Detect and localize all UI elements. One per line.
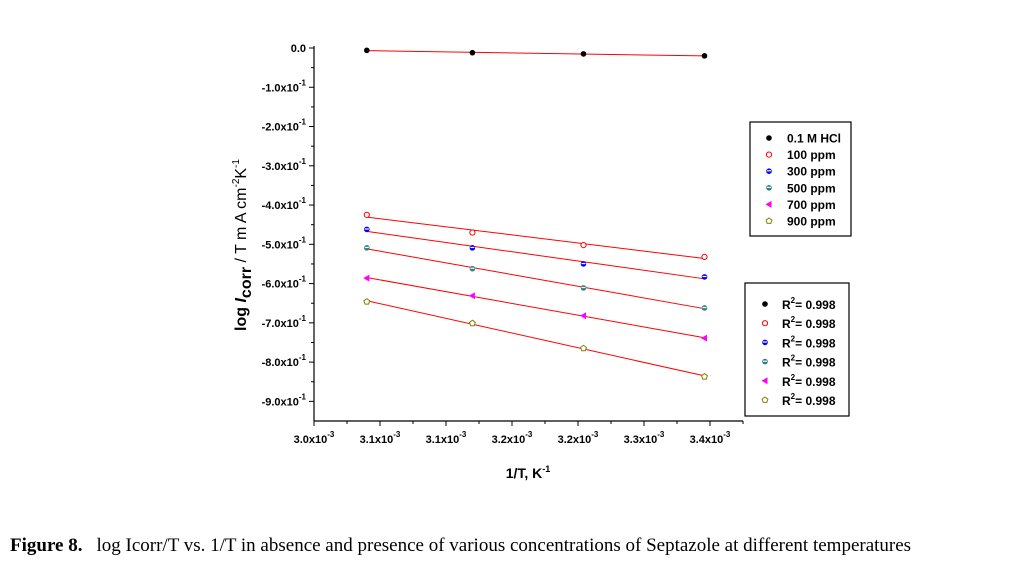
fit-line bbox=[366, 50, 705, 57]
y-tick-label: 0.0 bbox=[291, 43, 306, 55]
legend-r2-marker bbox=[762, 301, 768, 307]
data-point bbox=[364, 47, 370, 54]
data-point bbox=[701, 53, 708, 59]
marker-highlight bbox=[581, 262, 586, 265]
data-points bbox=[363, 47, 708, 380]
axes: 0.0 -1.0x10-1 -2.0x10-1 -3.0x10-1 -4.0x10-1 -… bbox=[262, 43, 744, 446]
legend-label: 0.1 M HCl bbox=[787, 132, 841, 146]
caption-text: log Icorr/T vs. 1/T in absence and prese… bbox=[96, 535, 912, 556]
legend-r2-label: R2= 0.998 bbox=[782, 354, 836, 370]
legend-r2-label: R2= 0.998 bbox=[782, 296, 836, 312]
legend-marker bbox=[765, 151, 773, 158]
fit-line bbox=[366, 230, 705, 280]
data-point bbox=[363, 297, 371, 305]
legend-box-r2 bbox=[744, 282, 850, 417]
figure-label: Figure 8. bbox=[10, 535, 83, 556]
x-tick-label: 3.2x10-3 bbox=[492, 430, 533, 446]
marker-highlight bbox=[470, 267, 475, 269]
data-point bbox=[580, 261, 587, 267]
x-tick-label: 3.2x10-3 bbox=[558, 430, 599, 446]
legend-r2-marker bbox=[761, 396, 769, 403]
legend-r2-marker bbox=[761, 320, 769, 327]
legend-r2-marker bbox=[761, 377, 768, 385]
fit-line bbox=[366, 300, 705, 377]
legend-r2-label: R2= 0.998 bbox=[782, 392, 836, 408]
data-point bbox=[364, 245, 370, 251]
y-tick-label: -7.0x10-1 bbox=[262, 314, 307, 330]
legend-box-series bbox=[749, 121, 852, 237]
y-tick-label: -5.0x10-1 bbox=[262, 235, 307, 251]
legend-r2-label: R2= 0.998 bbox=[782, 373, 836, 389]
marker-highlight bbox=[470, 246, 475, 249]
legend-r2-marker bbox=[762, 339, 768, 346]
marker-highlight bbox=[763, 360, 767, 362]
fit-line bbox=[366, 277, 705, 339]
marker-highlight bbox=[702, 275, 707, 278]
figure-caption: Figure 8. log Icorr/T vs. 1/T in absence … bbox=[10, 533, 1020, 558]
data-point bbox=[701, 334, 707, 342]
marker-highlight bbox=[763, 341, 767, 343]
data-point bbox=[701, 372, 708, 380]
data-point bbox=[364, 226, 370, 233]
y-tick-label: -4.0x10-1 bbox=[262, 196, 307, 212]
data-point bbox=[363, 211, 370, 218]
data-point bbox=[701, 274, 708, 280]
fit-lines bbox=[366, 50, 705, 377]
y-tick-label: -1.0x10-1 bbox=[262, 78, 307, 94]
legend-label: 500 ppm bbox=[787, 181, 836, 195]
legend-label: 900 ppm bbox=[787, 215, 836, 229]
x-tick-label: 3.1x10-3 bbox=[360, 430, 401, 446]
data-point bbox=[580, 242, 587, 249]
data-point bbox=[468, 319, 476, 327]
x-tick-label: 3.4x10-3 bbox=[690, 430, 731, 446]
marker-highlight bbox=[364, 228, 369, 230]
data-point bbox=[363, 274, 370, 282]
y-tick-label: -9.0x10-1 bbox=[262, 392, 307, 408]
legend-r2-marker bbox=[762, 358, 768, 365]
legend-label: 700 ppm bbox=[787, 198, 836, 212]
y-tick-label: -3.0x10-1 bbox=[262, 157, 307, 173]
y-axis-label: log Icorr / T m A cm-2K-1 bbox=[231, 159, 255, 331]
data-point bbox=[701, 253, 708, 260]
legend: 0.1 M HCl R2= 0.998 100 ppm R2= 0.998 300 pp… bbox=[744, 121, 852, 417]
legend-marker bbox=[766, 168, 772, 174]
legend-marker bbox=[765, 200, 772, 208]
data-point bbox=[468, 292, 475, 300]
data-point bbox=[469, 49, 476, 56]
x-axis-label: 1/T, K-1 bbox=[506, 464, 551, 481]
fit-line bbox=[366, 248, 705, 310]
legend-label: 300 ppm bbox=[787, 165, 836, 179]
marker-highlight bbox=[364, 246, 369, 249]
legend-marker bbox=[766, 135, 772, 141]
data-point bbox=[580, 344, 587, 352]
legend-marker bbox=[765, 217, 773, 224]
legend-r2-label: R2= 0.998 bbox=[782, 315, 836, 331]
data-point bbox=[469, 245, 476, 251]
data-point bbox=[469, 229, 476, 236]
data-point bbox=[701, 305, 708, 311]
marker-highlight bbox=[767, 186, 771, 188]
y-tick-label: -2.0x10-1 bbox=[262, 118, 307, 134]
x-tick-label: 3.0x10-3 bbox=[294, 430, 335, 446]
marker-highlight bbox=[702, 306, 707, 309]
y-tick-label: -6.0x10-1 bbox=[262, 275, 307, 291]
data-point bbox=[580, 312, 586, 320]
legend-marker bbox=[766, 185, 772, 191]
data-point bbox=[469, 265, 476, 272]
legend-label: 100 ppm bbox=[787, 148, 836, 162]
x-tick-label: 3.1x10-3 bbox=[426, 430, 467, 446]
y-tick-label: -8.0x10-1 bbox=[262, 353, 307, 369]
data-point bbox=[580, 285, 587, 291]
x-tick-label: 3.3x10-3 bbox=[624, 430, 665, 446]
fit-line bbox=[366, 216, 705, 260]
marker-highlight bbox=[581, 286, 586, 289]
legend-r2-label: R2= 0.998 bbox=[782, 334, 836, 350]
marker-highlight bbox=[767, 170, 771, 172]
data-point bbox=[580, 51, 587, 57]
